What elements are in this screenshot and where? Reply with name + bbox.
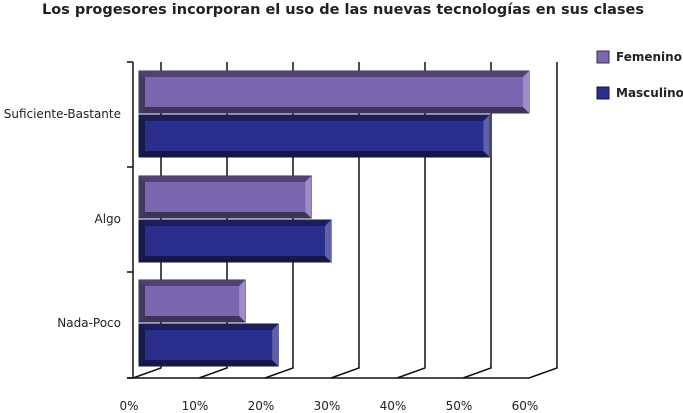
x-tick-label: 60% [512,399,539,413]
x-tick-label: 40% [380,399,407,413]
bar [138,219,332,263]
bar-left-bevel [139,324,145,366]
bar [138,175,312,219]
bar-face [138,70,530,114]
x-tick-label: 10% [182,399,209,413]
bar-left-bevel [139,176,145,218]
bar-face [138,219,332,263]
gridline [396,62,426,379]
bar-left-bevel [139,71,145,113]
bar [138,70,530,114]
bar-left-bevel [139,220,145,262]
bar-end-cap [325,220,331,262]
bar-end-cap [483,115,490,157]
x-tick-label: 30% [314,399,341,413]
x-tick-label: 20% [248,399,275,413]
legend-item: Masculino [596,86,683,100]
bar-end-cap [272,324,279,366]
grid-lines [132,62,558,379]
bar-top-bevel [139,176,312,182]
category-label: Algo [94,212,121,226]
bar-top-bevel [139,220,331,226]
bar-face [138,175,312,219]
bar-end-cap [239,280,246,322]
bar-end-cap [305,176,312,218]
gridline [330,62,360,379]
bar-bottom-bevel [139,107,529,113]
bar-face [138,279,246,323]
bar-top-bevel [139,280,246,286]
chart-title: Los progesores incorporan el uso de las … [42,2,644,18]
axes [127,61,529,379]
legend-label: Femenino [616,50,682,64]
bar-left-bevel [139,280,145,322]
bar-left-bevel [139,115,145,157]
gridline [198,62,228,379]
category-label: Suficiente-Bastante [4,107,121,121]
bar [138,323,279,367]
bar-end-cap [523,71,529,113]
bar [138,114,490,158]
gridline [264,62,294,379]
gridline [528,62,558,379]
bar-top-bevel [139,71,529,77]
bar-top-bevel [139,115,490,121]
bar-bottom-bevel [139,360,279,366]
legend-item: Femenino [596,50,682,64]
legend-label: Masculino [616,86,683,100]
bar-bottom-bevel [139,151,490,157]
bar-bottom-bevel [139,316,246,322]
category-labels: Suficiente-Bastante Algo Nada-Poco [4,107,121,330]
gridline [132,62,162,379]
category-label: Nada-Poco [57,316,121,330]
x-tick-labels: 0% 10% 20% 30% 40% 50% 60% [119,399,538,413]
bar-bottom-bevel [139,212,312,218]
x-tick-label: 50% [446,399,473,413]
bar-face [138,114,490,158]
bar [138,279,246,323]
legend: Femenino Masculino [596,50,683,100]
bar-face [138,323,279,367]
legend-swatch [596,86,610,100]
bar-top-bevel [139,324,279,330]
gridline [462,62,492,379]
legend-swatch [596,50,610,64]
bars [138,70,530,367]
bar-bottom-bevel [139,256,331,262]
x-tick-label: 0% [119,399,138,413]
